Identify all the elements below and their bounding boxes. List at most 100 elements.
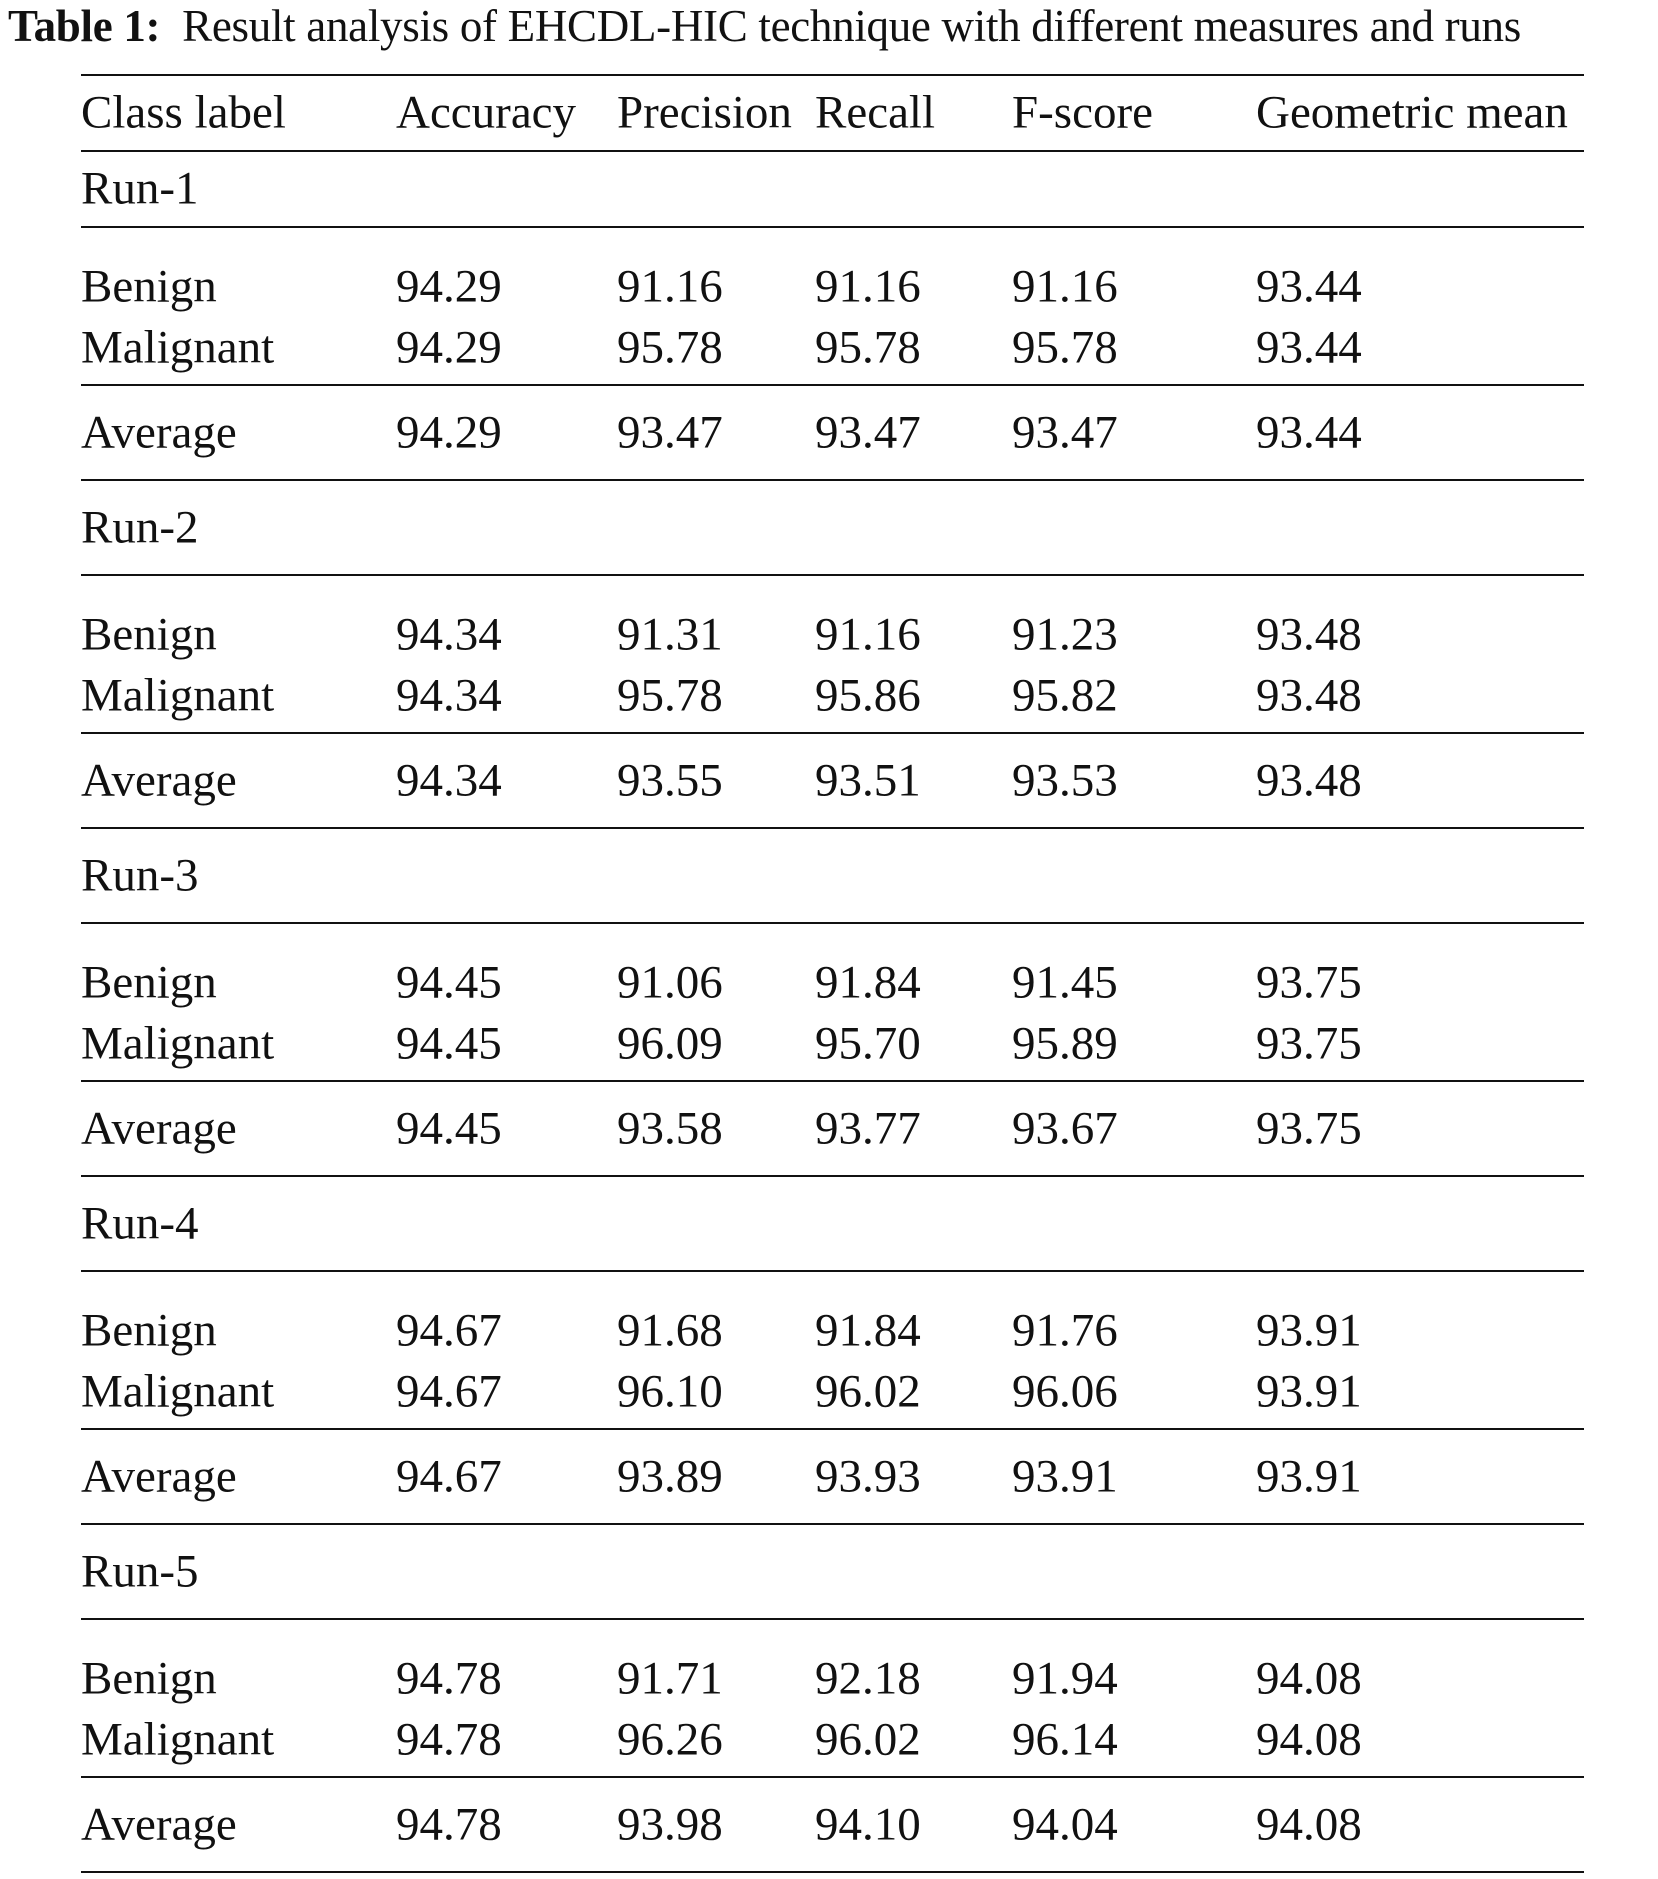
cell-value: 95.78 [617,321,723,373]
table-row: Benign 94.29 91.16 91.16 91.16 93.44 [81,256,1584,317]
cell-value: 91.76 [1012,1304,1118,1356]
cell-value: 93.48 [1256,754,1362,806]
cell-value: 93.47 [815,406,921,458]
caption-label: Table 1: [8,1,161,51]
cell-value: 91.23 [1012,608,1118,660]
table-rule [81,732,1584,734]
cell-value: 95.89 [1012,1017,1118,1069]
cell-value: 94.34 [396,754,502,806]
run-data-block: Benign 94.34 91.31 91.16 91.23 93.48 Malignant… [81,576,1584,732]
cell-value: 94.67 [396,1365,502,1417]
cell-value: 91.68 [617,1304,723,1356]
row-label: Benign [81,608,217,660]
cell-value: 93.44 [1256,260,1362,312]
cell-value: 94.29 [396,321,502,373]
cell-value: Accuracy [396,86,577,139]
cell-value: 94.45 [396,1017,502,1069]
cell-value: 93.91 [1256,1450,1362,1502]
run-label-row: Run-1 [81,152,1584,226]
run-data-block: Benign 94.78 91.71 92.18 91.94 94.08 Malignant… [81,1620,1584,1776]
cell-value: 95.78 [815,321,921,373]
row-label: Malignant [81,1365,275,1417]
cell-value: 94.67 [396,1304,502,1356]
cell-value: 92.18 [815,1652,921,1704]
cell-value: 93.53 [1012,754,1118,806]
cell-value: 93.75 [1256,1017,1362,1069]
cell-value: 93.77 [815,1102,921,1154]
cell-value: 91.84 [815,1304,921,1356]
run-data-block: Benign 94.29 91.16 91.16 91.16 93.44 Malignant… [81,228,1584,384]
cell-value: 93.44 [1256,406,1362,458]
cell-value: 93.89 [617,1450,723,1502]
cell-value: 93.44 [1256,321,1362,373]
cell-value: 96.09 [617,1017,723,1069]
row-label: Benign [81,1652,217,1704]
table-row: Malignant 94.45 96.09 95.70 95.89 93.75 [81,1013,1584,1074]
row-label: Run-2 [81,501,199,553]
row-label: Average [81,1450,237,1502]
table-rule [81,384,1584,386]
cell-value: 94.67 [396,1450,502,1502]
cell-value: 94.10 [815,1798,921,1850]
cell-value: 93.75 [1256,1102,1362,1154]
caption-text: Result analysis of EHCDL-HIC technique w… [182,1,1521,51]
table-rule [81,1871,1584,1873]
row-label: Benign [81,1304,217,1356]
table-rule [81,1428,1584,1430]
table-rule [81,1270,1584,1272]
cell-value: 91.16 [617,260,723,312]
table-rule [81,922,1584,924]
table-rule [81,479,1584,481]
cell-value: 93.98 [617,1798,723,1850]
table-row: Benign 94.67 91.68 91.84 91.76 93.91 [81,1300,1584,1361]
run-label-row: Run-4 [81,1177,1584,1270]
cell-value: 91.31 [617,608,723,660]
table-rule [81,1776,1584,1778]
cell-value: 95.86 [815,669,921,721]
cell-value: 93.91 [1256,1304,1362,1356]
cell-value: 91.16 [1012,260,1118,312]
row-label: Run-3 [81,849,199,901]
cell-value: 95.82 [1012,669,1118,721]
average-row: Average 94.67 93.89 93.93 93.91 93.91 [81,1430,1584,1523]
table-row: Malignant 94.78 96.26 96.02 96.14 94.08 [81,1709,1584,1770]
table-rule [81,74,1584,76]
table-rule [81,1080,1584,1082]
row-label: Average [81,406,237,458]
cell-value: 91.06 [617,956,723,1008]
table-row: Malignant 94.34 95.78 95.86 95.82 93.48 [81,665,1584,726]
cell-value: 91.16 [815,608,921,660]
cell-value: 94.78 [396,1652,502,1704]
average-row: Average 94.29 93.47 93.47 93.47 93.44 [81,386,1584,479]
table-rule [81,1523,1584,1525]
cell-value: Precision [617,86,792,139]
run-label-row: Run-2 [81,481,1584,574]
row-label: Average [81,1798,237,1850]
cell-value: 94.45 [396,1102,502,1154]
cell-value: 96.26 [617,1713,723,1765]
cell-value: 91.84 [815,956,921,1008]
cell-value: 94.08 [1256,1798,1362,1850]
table-row: Benign 94.45 91.06 91.84 91.45 93.75 [81,952,1584,1013]
row-label: Benign [81,260,217,312]
cell-value: 94.78 [396,1713,502,1765]
cell-value: Geometric mean [1256,86,1568,139]
cell-value: 93.55 [617,754,723,806]
row-label: Malignant [81,669,275,721]
header-row: Class label Accuracy Precision Recall F-scor… [81,76,1584,150]
results-table: Class label Accuracy Precision Recall F-scor… [81,74,1584,1873]
cell-value: 91.16 [815,260,921,312]
cell-value: 94.34 [396,608,502,660]
table-rule [81,1175,1584,1177]
cell-value: 94.34 [396,669,502,721]
row-label: Class label [81,86,286,139]
cell-value: 96.02 [815,1365,921,1417]
cell-value: 93.67 [1012,1102,1118,1154]
average-row: Average 94.34 93.55 93.51 93.53 93.48 [81,734,1584,827]
cell-value: 94.29 [396,406,502,458]
row-label: Average [81,754,237,806]
cell-value: 93.48 [1256,669,1362,721]
cell-value: 95.78 [1012,321,1118,373]
row-label: Benign [81,956,217,1008]
cell-value: 93.51 [815,754,921,806]
